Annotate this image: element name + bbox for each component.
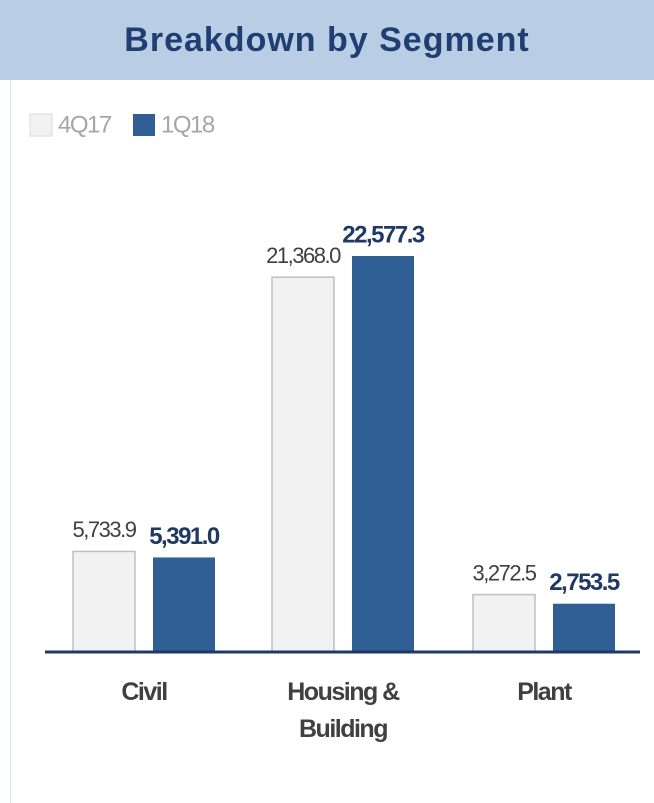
legend-swatch xyxy=(133,114,155,136)
bar xyxy=(553,603,615,652)
bar xyxy=(271,276,335,653)
data-label: 21,368.0 xyxy=(266,243,341,268)
data-label: 3,272.5 xyxy=(473,560,537,585)
bar xyxy=(153,557,215,652)
bar xyxy=(72,550,136,653)
bar xyxy=(472,593,536,653)
data-label: 5,391.0 xyxy=(149,523,220,550)
legend-label: 4Q17 xyxy=(58,111,112,138)
data-label: 22,577.3 xyxy=(342,221,425,248)
data-label: 2,753.5 xyxy=(549,569,620,596)
bar xyxy=(352,256,414,652)
x-tick-label: Civil xyxy=(121,678,168,706)
panel-edge xyxy=(10,80,11,803)
chart-title: Breakdown by Segment xyxy=(124,21,530,59)
data-label: 5,733.9 xyxy=(73,517,137,542)
header-band xyxy=(0,0,654,80)
legend-label: 1Q18 xyxy=(161,111,215,138)
legend-swatch xyxy=(29,113,53,137)
x-tick-label: Plant xyxy=(517,678,572,706)
x-tick-label: Housing & Building xyxy=(287,678,400,743)
